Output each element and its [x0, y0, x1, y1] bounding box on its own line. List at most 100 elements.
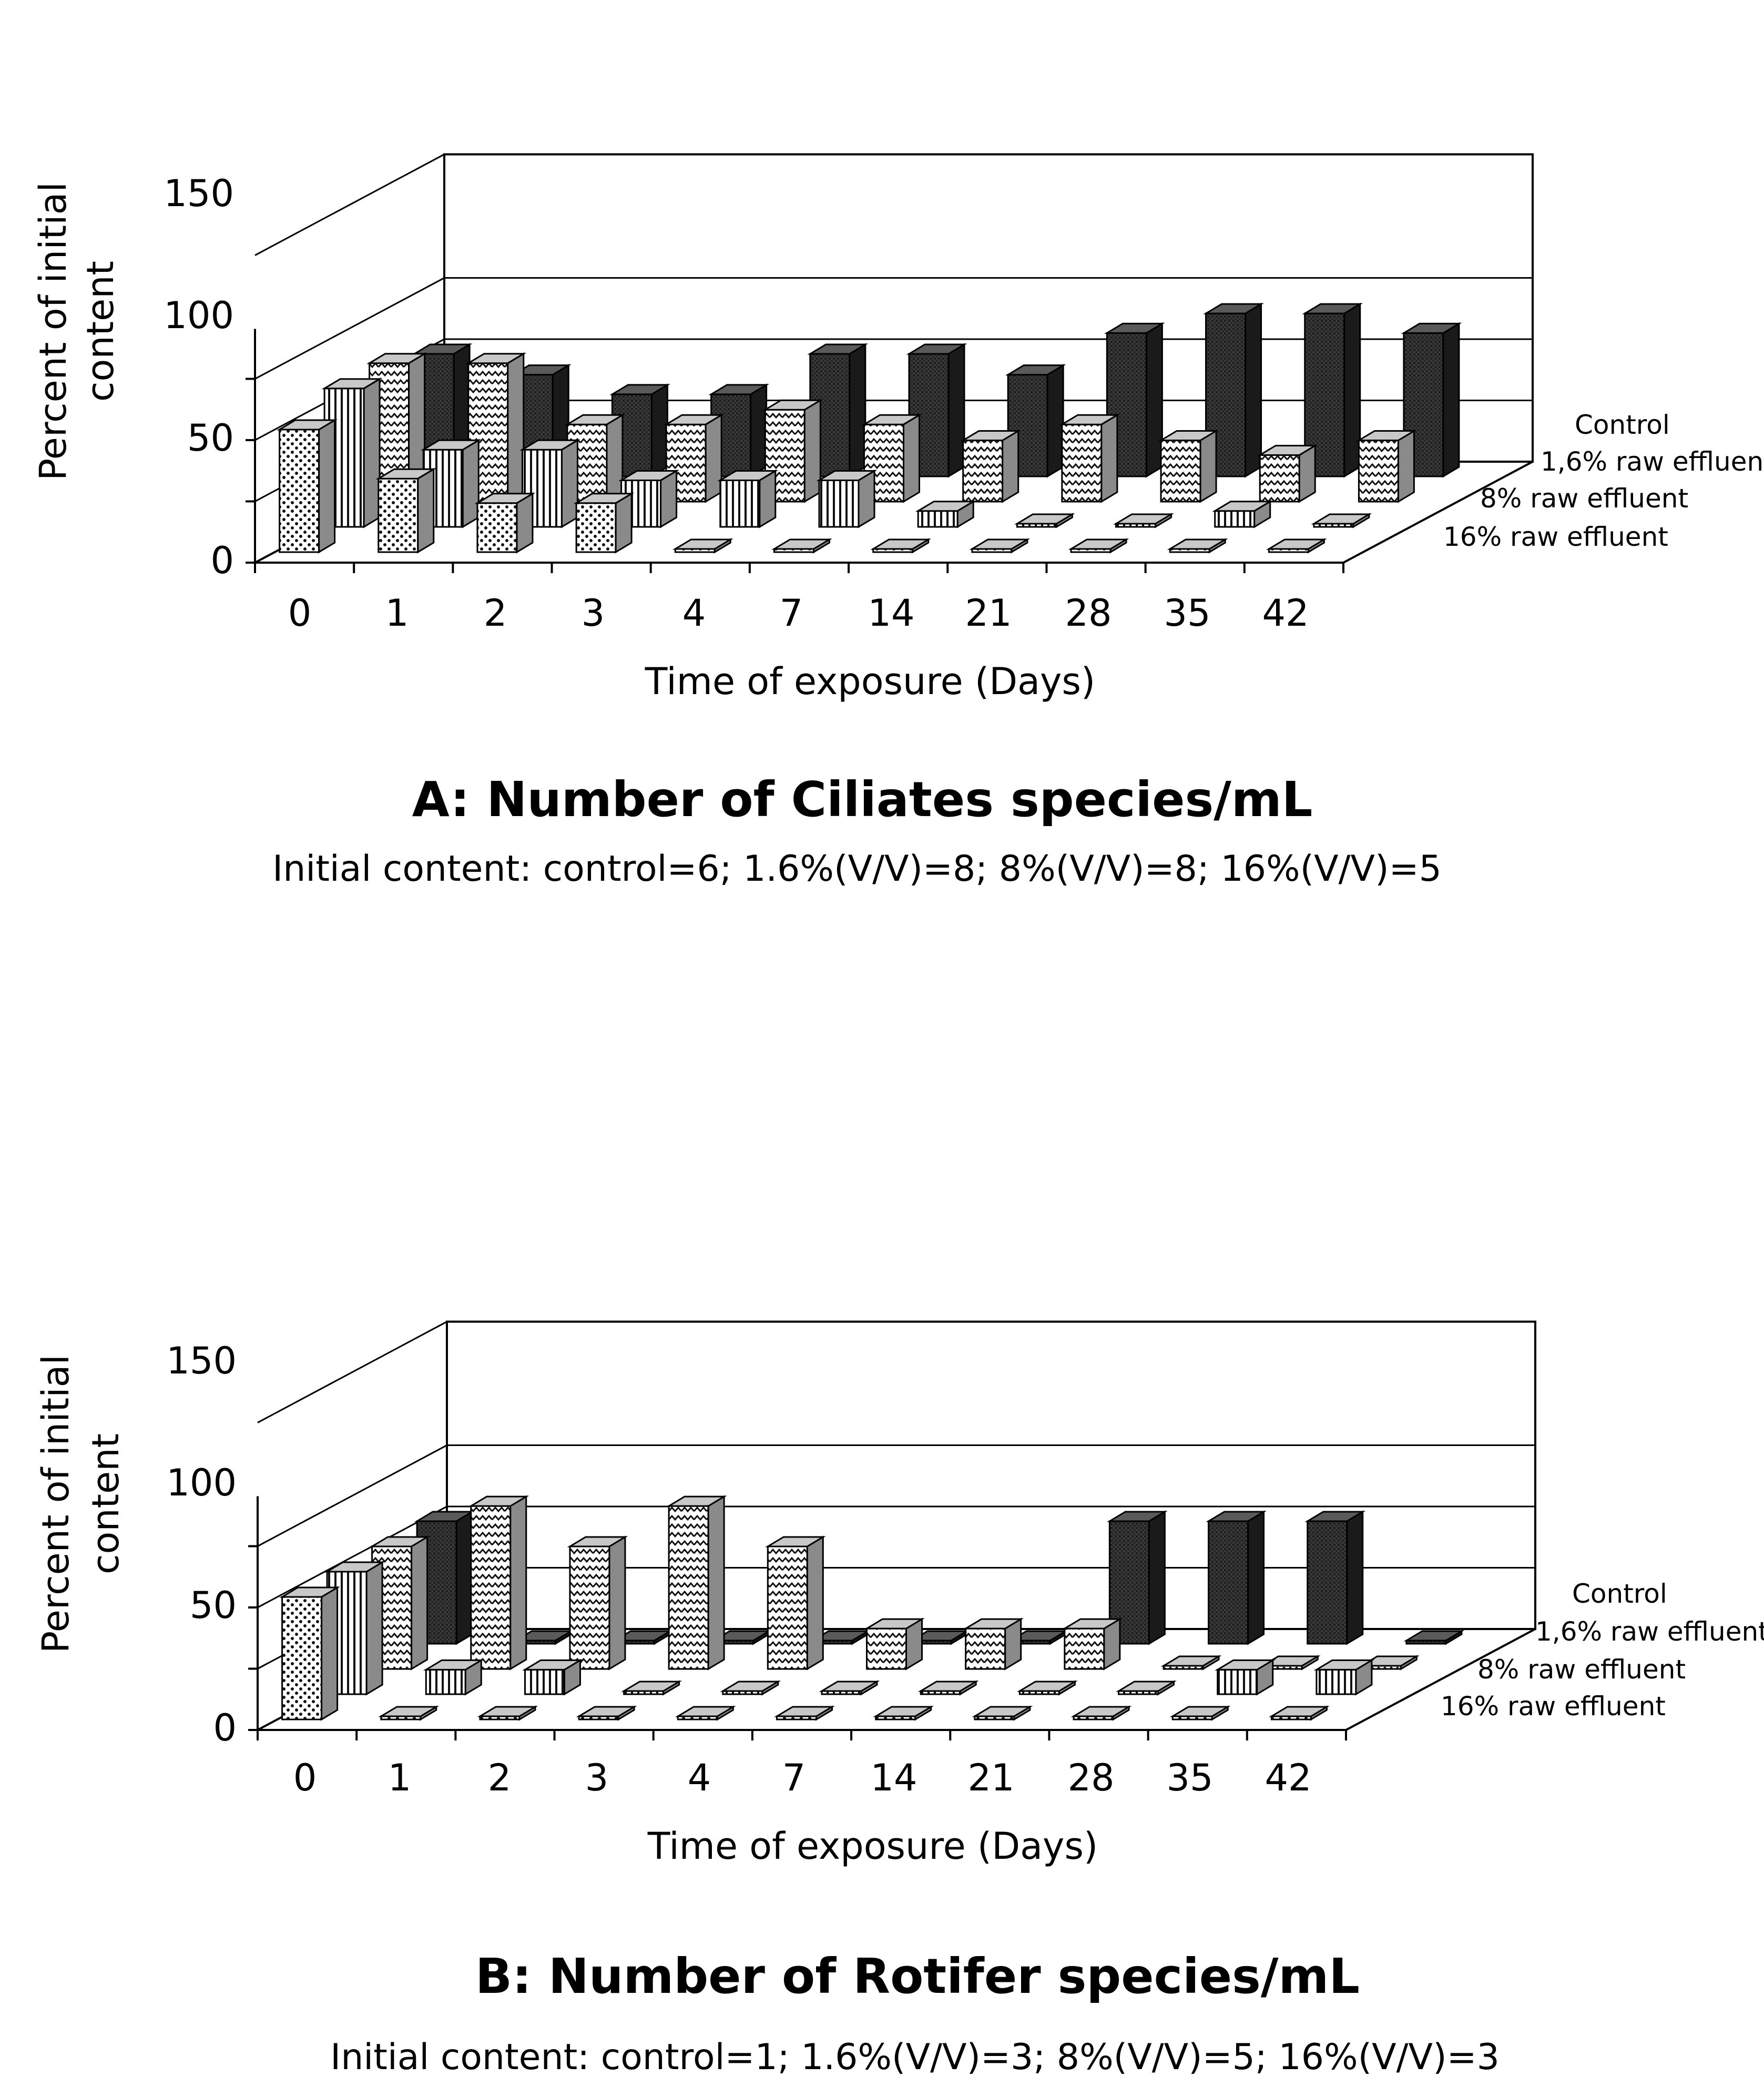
legend-label: 8% raw effluent — [1480, 483, 1688, 514]
bar — [873, 1705, 934, 1721]
bar-front — [1061, 423, 1103, 503]
bar — [1169, 1705, 1231, 1721]
bar — [522, 1658, 583, 1696]
bar-top — [1302, 303, 1363, 314]
x-tick-label: 14 — [870, 1756, 917, 1799]
x-tick-label: 2 — [484, 592, 507, 635]
bar-top — [666, 1495, 727, 1507]
bar — [1158, 429, 1219, 503]
bar-top — [972, 1706, 1033, 1717]
panel-a-ticks: 0 50 100 150 0 1 2 3 4 7 14 21 28 35 42 — [164, 172, 1309, 635]
bar-front — [575, 502, 617, 553]
y-axis-title: Percent of initial — [32, 182, 75, 481]
bar — [1059, 413, 1120, 503]
bar — [1401, 322, 1462, 478]
y-tick-label: 50 — [187, 416, 234, 460]
legend-label: 8% raw effluent — [1477, 1654, 1686, 1685]
bar-side — [705, 413, 722, 503]
bar-side — [608, 1535, 626, 1671]
bar-front — [281, 1596, 323, 1720]
bar-top — [864, 1618, 925, 1630]
bar — [576, 1705, 637, 1721]
bar-front — [1358, 440, 1399, 503]
bar-front — [818, 479, 860, 528]
x-tick-label: 35 — [1166, 1756, 1213, 1799]
bar — [477, 1705, 538, 1721]
bar-top — [672, 538, 733, 550]
bar-top — [816, 470, 878, 481]
bar-top — [1403, 1630, 1465, 1642]
bar — [864, 1617, 925, 1671]
bar — [1007, 1630, 1069, 1645]
x-tick-label: 28 — [1067, 1756, 1114, 1799]
bar — [861, 413, 922, 503]
bar-side — [1247, 1510, 1265, 1645]
bar-top — [675, 1706, 736, 1717]
bar-top — [663, 414, 725, 425]
bar — [279, 1586, 341, 1721]
bar-front — [665, 423, 707, 503]
bar — [819, 1680, 880, 1696]
bar-top — [1016, 1681, 1078, 1692]
bar-side — [1148, 1510, 1166, 1645]
y-tick-label: 50 — [190, 1584, 237, 1627]
bar — [807, 343, 869, 478]
bar-front — [1064, 1627, 1105, 1670]
y-axis-title: content — [84, 1433, 127, 1574]
bar — [423, 1658, 484, 1696]
bar-top — [917, 1681, 979, 1692]
bar — [1160, 1655, 1222, 1671]
x-tick-label: 28 — [1065, 592, 1112, 635]
legend-label: 1,6% raw effluent — [1535, 1616, 1764, 1647]
bar-top — [1062, 1618, 1123, 1630]
bar-top — [1257, 444, 1318, 456]
bar-top — [420, 439, 482, 451]
bar-front — [279, 429, 320, 553]
bar — [1212, 500, 1273, 528]
bar — [1311, 513, 1372, 528]
bar-top — [277, 419, 338, 431]
bar — [1116, 1680, 1177, 1696]
x-tick-label: 7 — [782, 1756, 806, 1799]
bar-front — [668, 1505, 709, 1670]
bar-side — [411, 1535, 429, 1671]
bar — [816, 469, 878, 528]
bar-top — [1068, 538, 1129, 550]
panel-a-bars — [277, 302, 1462, 554]
bar-top — [378, 1706, 440, 1717]
bar-top — [717, 470, 779, 481]
bar-front — [1208, 1520, 1249, 1645]
bar-top — [567, 1536, 628, 1548]
y-tick-label: 0 — [210, 539, 234, 582]
bar-top — [468, 1495, 529, 1507]
x-tick-label: 1 — [388, 1756, 412, 1799]
bar-top — [1005, 364, 1066, 376]
bar-side — [707, 1495, 725, 1671]
bar-side — [1002, 429, 1019, 503]
panel-b-chart: 0 50 100 150 0 1 2 3 4 7 14 21 28 35 42 … — [34, 1320, 1764, 2078]
bar — [1403, 1630, 1465, 1645]
bar — [774, 1705, 835, 1721]
bar-top — [963, 1618, 1024, 1630]
bar — [1266, 538, 1327, 554]
bar-top — [1355, 430, 1417, 441]
panel-subtitle: Initial content: control=6; 1.6%(V/V)=8;… — [272, 848, 1442, 890]
bar-side — [455, 1510, 473, 1645]
legend-label: 16% raw effluent — [1443, 522, 1668, 552]
bar-top — [771, 538, 832, 550]
bar — [621, 1680, 682, 1696]
bar — [717, 469, 779, 528]
bar-side — [606, 413, 624, 503]
bar-side — [803, 399, 821, 503]
bar-top — [324, 1561, 385, 1573]
bar-side — [1199, 429, 1217, 503]
bar-front — [569, 1545, 610, 1670]
bar-top — [762, 399, 823, 411]
bar-front — [1160, 440, 1201, 503]
bar-side — [903, 413, 920, 503]
bar — [378, 1705, 440, 1721]
bar-front — [1214, 510, 1256, 528]
bar — [960, 429, 1022, 503]
bar-front — [1316, 1668, 1357, 1695]
bar-top — [915, 501, 976, 512]
